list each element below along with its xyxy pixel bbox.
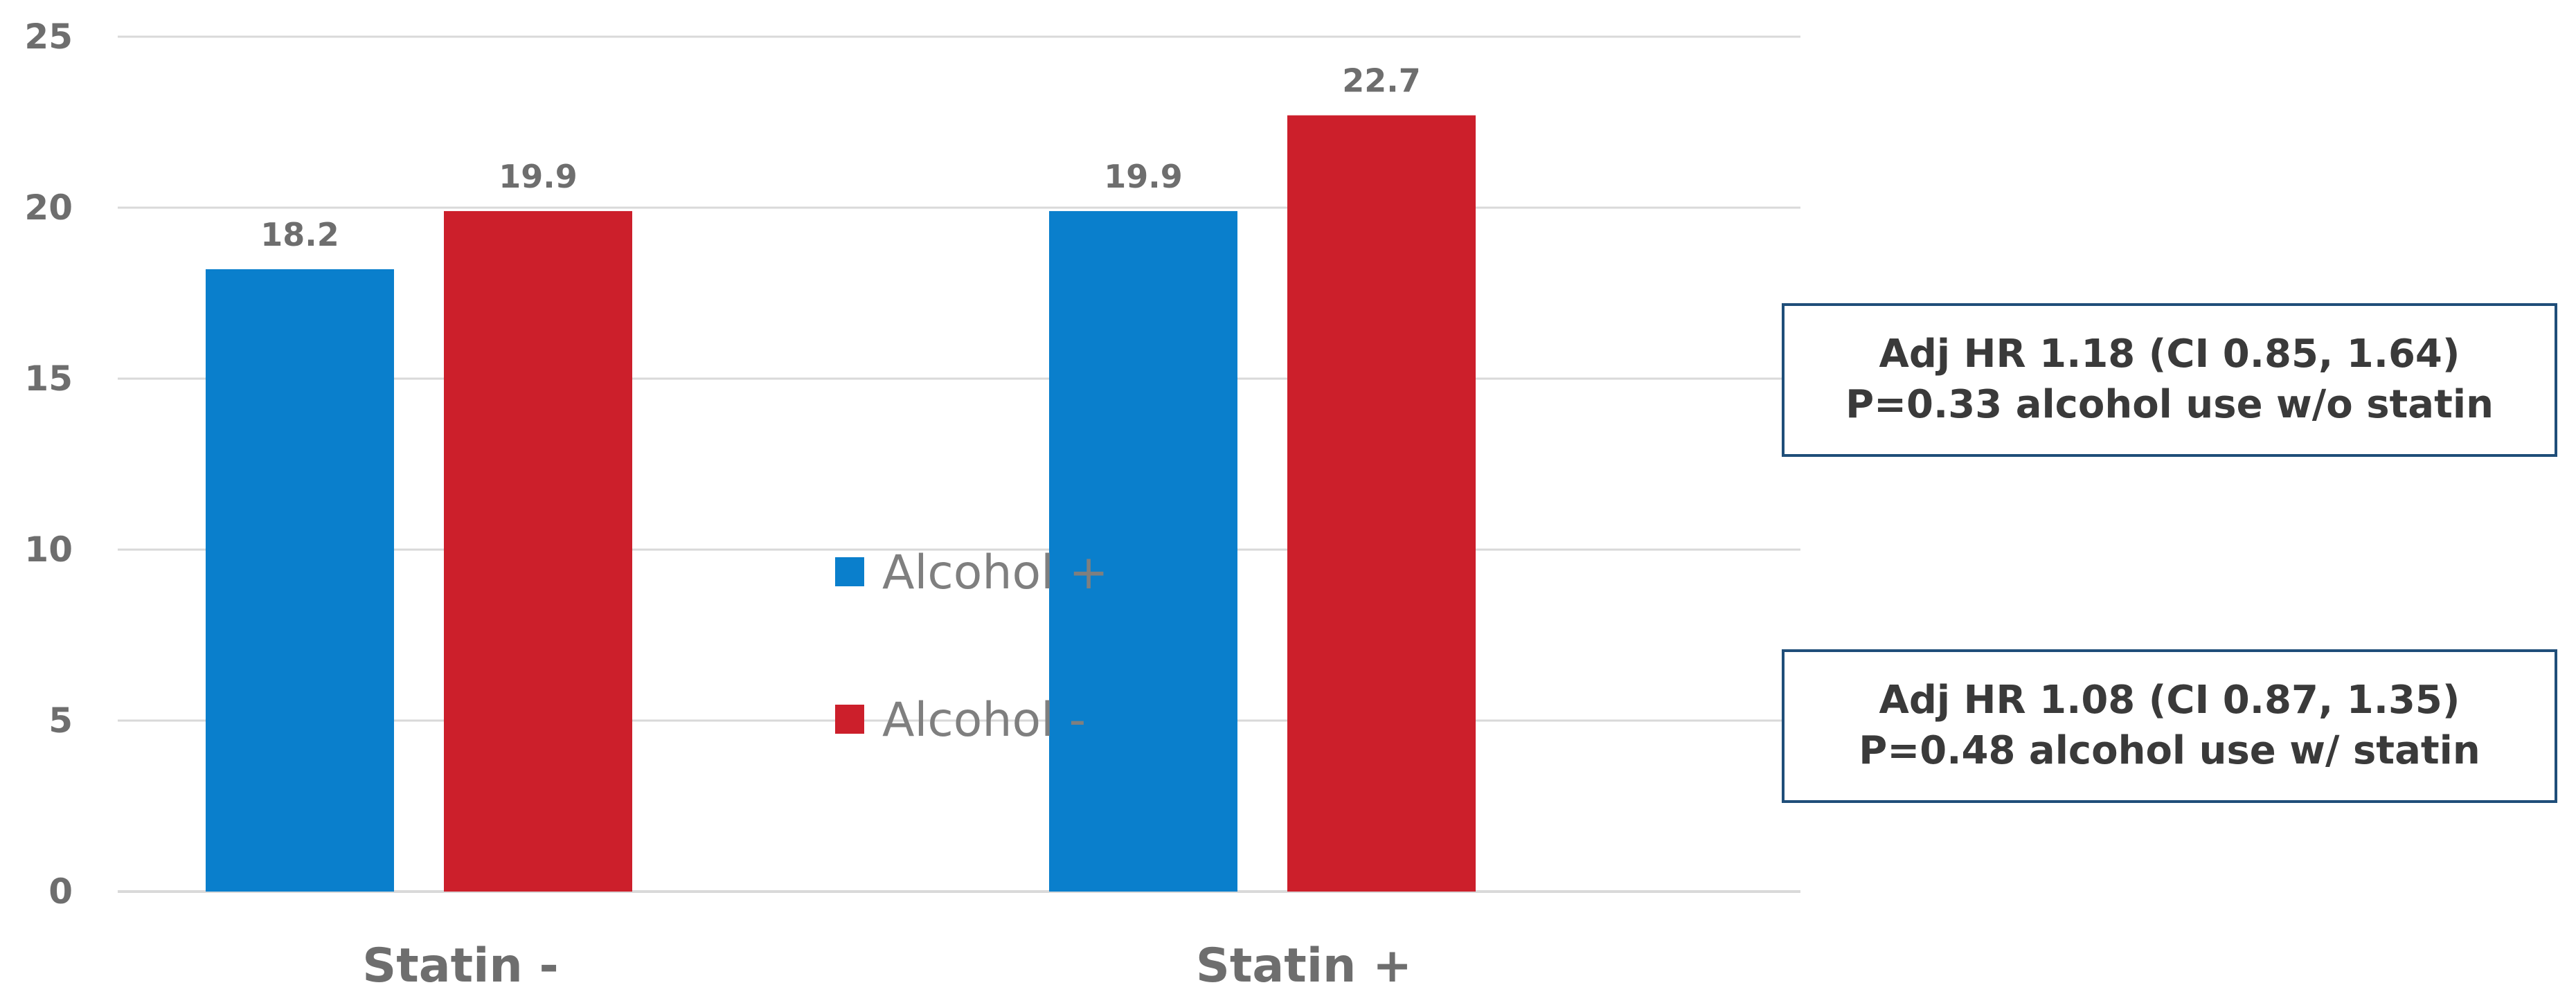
legend-swatch xyxy=(835,705,864,734)
y-tick-label: 15 xyxy=(24,359,73,399)
bar xyxy=(1287,115,1476,892)
data-label: 19.9 xyxy=(499,158,578,195)
y-tick-label: 0 xyxy=(48,871,73,912)
bar xyxy=(206,269,394,892)
bar xyxy=(1049,210,1237,892)
legend-label: Alcohol + xyxy=(882,545,1109,600)
y-tick-label: 10 xyxy=(24,530,73,570)
annotation-box-without-statin: Adj HR 1.18 (CI 0.85, 1.64) P=0.33 alcoh… xyxy=(1782,303,2557,457)
legend-label: Alcohol - xyxy=(882,693,1086,748)
annotation-p-line: P=0.33 alcohol use w/o statin xyxy=(1845,382,2494,427)
bar xyxy=(444,210,632,892)
x-tick-label: Statin + xyxy=(1196,939,1412,993)
annotation-box-with-statin: Adj HR 1.08 (CI 0.87, 1.35) P=0.48 alcoh… xyxy=(1782,649,2557,803)
data-label: 18.2 xyxy=(260,216,339,253)
data-label: 19.9 xyxy=(1104,158,1183,195)
data-label: 22.7 xyxy=(1342,62,1421,100)
annotation-hr-line: Adj HR 1.18 (CI 0.85, 1.64) xyxy=(1879,332,2460,377)
x-tick-label: Statin - xyxy=(362,939,559,993)
y-tick-label: 25 xyxy=(24,17,73,57)
y-tick-label: 5 xyxy=(48,701,73,741)
annotation-hr-line: Adj HR 1.08 (CI 0.87, 1.35) xyxy=(1879,678,2460,723)
annotation-p-line: P=0.48 alcohol use w/ statin xyxy=(1859,728,2480,773)
y-tick-label: 20 xyxy=(24,188,73,228)
legend-swatch xyxy=(835,557,864,586)
